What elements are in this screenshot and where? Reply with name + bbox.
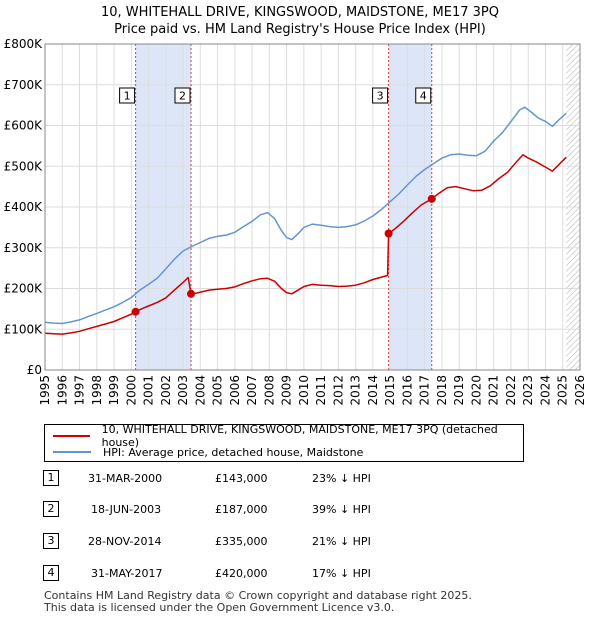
x-tick-label: 2010: [297, 375, 311, 406]
sale-date: 31-MAY-2017: [91, 567, 163, 580]
sale-label: 4: [420, 90, 427, 103]
sale-price: £143,000: [215, 472, 268, 485]
sale-label-box: [174, 87, 191, 104]
sale-row: 4 31-MAY-2017 £420,000 17% ↓ HPI: [0, 565, 600, 583]
price-chart: 1 2 3 4 £0 £100K £200K £300K £400K £500K £600K £700…: [4, 37, 587, 406]
x-tick-label: 2019: [452, 375, 466, 406]
x-tick-label: 2017: [418, 375, 432, 406]
x-tick-label: 2006: [228, 375, 242, 406]
x-tick-label: 1997: [73, 375, 87, 406]
sale-price: £420,000: [215, 567, 268, 580]
sale-point: [384, 229, 393, 238]
x-tick-label: 2002: [159, 375, 173, 406]
sale-label-box: [372, 87, 389, 104]
y-tick-label: £200K: [4, 282, 44, 296]
plot-border: [44, 43, 581, 371]
sale-hpi-diff: 23% ↓ HPI: [312, 472, 371, 485]
x-tick-label: 2015: [383, 375, 397, 406]
x-tick-label: 2001: [142, 375, 156, 406]
x-tick-label: 2018: [435, 375, 449, 406]
x-tick-label: 2000: [124, 375, 138, 406]
sale-label: 2: [179, 90, 186, 103]
legend-swatch-hpi: [53, 451, 91, 453]
footer-copyright: Contains HM Land Registry data © Crown c…: [44, 589, 472, 602]
y-tick-label: £300K: [4, 241, 44, 255]
sale-row: 3 28-NOV-2014 £335,000 21% ↓ HPI: [0, 533, 600, 551]
sale-label: 1: [124, 90, 131, 103]
sale-label: 3: [377, 90, 384, 103]
x-tick-label: 2009: [280, 375, 294, 406]
x-tick-label: 2024: [538, 375, 552, 406]
footer-licence: This data is licensed under the Open Gov…: [44, 601, 395, 614]
x-tick-label: 2025: [556, 375, 570, 406]
x-tick-label: 2007: [245, 375, 259, 406]
chart-subtitle: Price paid vs. HM Land Registry's House …: [114, 22, 486, 37]
x-tick-label: 2014: [366, 375, 380, 406]
sale-date: 28-NOV-2014: [88, 535, 162, 548]
x-tick-label: 2023: [521, 375, 535, 406]
y-tick-label: £400K: [4, 200, 44, 214]
sale-date: 31-MAR-2000: [88, 472, 163, 485]
x-tick-label: 1999: [107, 375, 121, 406]
x-tick-label: 2026: [573, 375, 587, 406]
y-tick-label: £800K: [4, 37, 44, 51]
sale-price: £187,000: [215, 503, 268, 516]
legend-label-hpi: HPI: Average price, detached house, Maid…: [103, 445, 364, 459]
legend-swatch-property: [53, 435, 90, 437]
sale-point: [427, 194, 436, 203]
sale-hpi-diff: 39% ↓ HPI: [312, 503, 371, 516]
x-tick-label: 2011: [314, 375, 328, 406]
x-tick-label: 2004: [193, 375, 207, 406]
x-tick-label: 1998: [90, 375, 104, 406]
hpi-line: [44, 106, 567, 325]
x-tick-label: 2008: [262, 375, 276, 406]
sale-hpi-diff: 21% ↓ HPI: [312, 535, 371, 548]
x-tick-label: 1995: [38, 375, 52, 406]
x-tick-label: 2021: [487, 375, 501, 406]
sale-number-badge: 2: [43, 501, 59, 517]
sale-date: 18-JUN-2003: [91, 503, 162, 516]
y-tick-label: £0: [27, 363, 42, 377]
x-tick-label: 2016: [400, 375, 414, 406]
sale-price: £335,000: [215, 535, 268, 548]
sale-number-badge: 3: [43, 533, 59, 549]
sale-label-box: [119, 87, 136, 104]
legend: 10, WHITEHALL DRIVE, KINGSWOOD, MAIDSTON…: [44, 423, 524, 462]
x-tick-label: 2012: [331, 375, 345, 406]
legend-item-property: 10, WHITEHALL DRIVE, KINGSWOOD, MAIDSTON…: [53, 423, 523, 449]
legend-item-hpi: HPI: Average price, detached house, Maid…: [53, 445, 363, 459]
legend-label-property: 10, WHITEHALL DRIVE, KINGSWOOD, MAIDSTON…: [101, 423, 498, 449]
sale-row: 2 18-JUN-2003 £187,000 39% ↓ HPI: [0, 501, 600, 519]
sale-number-badge: 1: [43, 470, 59, 486]
x-tick-label: 2022: [504, 375, 518, 406]
sale-hpi-diff: 17% ↓ HPI: [312, 567, 371, 580]
sale-point: [131, 307, 140, 316]
x-tick-label: 2005: [211, 375, 225, 406]
y-tick-label: £700K: [4, 78, 44, 92]
sale-number-badge: 4: [43, 565, 59, 581]
x-tick-label: 1996: [55, 375, 69, 406]
x-tick-label: 2013: [349, 375, 363, 406]
x-tick-label: 2020: [469, 375, 483, 406]
y-tick-label: £500K: [4, 159, 44, 173]
x-tick-label: 2003: [176, 375, 190, 406]
y-tick-label: £600K: [4, 119, 44, 133]
sale-label-box: [415, 87, 432, 104]
chart-title: 10, WHITEHALL DRIVE, KINGSWOOD, MAIDSTON…: [101, 5, 499, 20]
sale-row: 1 31-MAR-2000 £143,000 23% ↓ HPI: [0, 470, 600, 488]
y-tick-label: £100K: [4, 322, 44, 336]
sale-point: [187, 289, 196, 298]
footer: Contains HM Land Registry data © Crown c…: [44, 590, 472, 614]
